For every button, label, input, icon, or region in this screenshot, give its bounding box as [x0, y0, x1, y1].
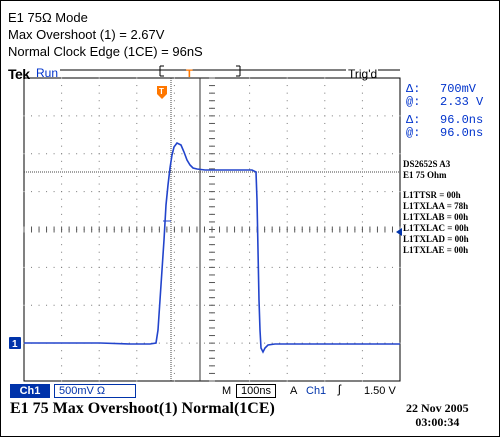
register-line: L1TXLAC = 00h	[403, 223, 469, 233]
timebase-label: M	[222, 385, 232, 397]
mode-label: E1 75 Ohm	[403, 170, 447, 180]
figure-title: E1 75 Max Overshoot(1) Normal(1CE)	[10, 400, 275, 417]
trigger-level[interactable]: 1.50 V	[364, 385, 396, 397]
svg-text:1: 1	[12, 339, 18, 350]
trigger-level-marker[interactable]	[396, 228, 402, 236]
trigger-slope-icon: ʃ	[338, 382, 341, 396]
caption-mode: E1 75Ω Mode	[8, 10, 88, 25]
time-delta-value: 96.0ns	[440, 113, 484, 127]
time-label: 03:00:34	[415, 415, 460, 429]
date-label: 22 Nov 2005	[406, 401, 469, 415]
graticule-grid	[23, 77, 401, 382]
register-line: L1TXLAB = 00h	[403, 212, 469, 222]
trigger-marker: T	[157, 86, 167, 99]
device-label: DS2652S A3	[403, 159, 451, 169]
svg-text:T: T	[159, 87, 164, 96]
time-at-readout: @:	[406, 126, 421, 140]
register-line: L1TXLAE = 00h	[403, 245, 469, 255]
record-window-bracket	[159, 65, 241, 77]
trigger-mode: A	[290, 385, 298, 397]
voltage-delta-value: 700mV	[440, 82, 477, 96]
channel-1-marker[interactable]: 1	[9, 337, 21, 350]
register-line: L1TTSR = 00h	[403, 190, 461, 200]
caption-overshoot: Max Overshoot (1) = 2.67V	[8, 27, 165, 42]
voltage-delta-readout: Δ:	[406, 82, 421, 96]
svg-text:T: T	[186, 68, 193, 80]
timebase-value[interactable]: 100ns	[236, 384, 276, 398]
trigger-position-indicator: T	[186, 68, 193, 80]
volts-per-div[interactable]: 500mV Ω	[54, 384, 136, 398]
voltage-at-readout: @:	[406, 95, 421, 109]
voltage-at-value: 2.33 V	[440, 95, 484, 109]
caption-clock-edge: Normal Clock Edge (1CE) = 96nS	[8, 44, 203, 59]
register-line: L1TXLAA = 78h	[403, 201, 469, 211]
time-at-value: 96.0ns	[440, 126, 484, 140]
channel-button[interactable]: Ch1	[10, 384, 50, 398]
time-delta-readout: Δ:	[406, 113, 421, 127]
signal-trace	[24, 141, 400, 354]
run-state: Run	[36, 66, 59, 80]
register-line: L1TXLAD = 00h	[403, 234, 469, 244]
timestamp: 22 Nov 2005 03:00:34	[406, 401, 469, 429]
trigger-source[interactable]: Ch1	[306, 385, 327, 397]
